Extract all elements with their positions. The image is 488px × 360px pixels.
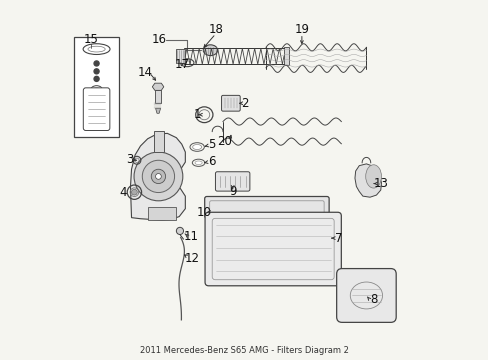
Text: 13: 13 <box>373 177 388 190</box>
Bar <box>155 90 161 103</box>
Ellipse shape <box>203 45 217 55</box>
Text: 4: 4 <box>119 186 127 199</box>
Polygon shape <box>354 164 381 197</box>
Text: 3: 3 <box>126 153 133 166</box>
Text: 7: 7 <box>334 231 342 244</box>
FancyBboxPatch shape <box>336 269 395 322</box>
Circle shape <box>94 61 99 66</box>
Polygon shape <box>155 108 160 113</box>
FancyBboxPatch shape <box>83 88 110 131</box>
Text: 8: 8 <box>369 293 377 306</box>
Circle shape <box>94 69 99 74</box>
Circle shape <box>94 76 99 81</box>
Text: 11: 11 <box>183 230 199 243</box>
Text: 20: 20 <box>217 135 232 148</box>
Text: 14: 14 <box>137 66 152 79</box>
Text: 2011 Mercedes-Benz S65 AMG - Filters Diagram 2: 2011 Mercedes-Benz S65 AMG - Filters Dia… <box>140 346 348 355</box>
Ellipse shape <box>365 165 381 188</box>
Ellipse shape <box>195 161 202 165</box>
Circle shape <box>155 174 161 179</box>
Text: 6: 6 <box>207 155 215 168</box>
FancyBboxPatch shape <box>221 95 240 111</box>
Text: 2: 2 <box>240 97 248 110</box>
FancyBboxPatch shape <box>215 172 249 191</box>
Circle shape <box>176 227 183 234</box>
Text: 17: 17 <box>174 58 189 71</box>
Polygon shape <box>130 134 185 220</box>
Polygon shape <box>152 83 163 90</box>
Bar <box>147 207 176 220</box>
FancyBboxPatch shape <box>204 197 328 218</box>
Text: 16: 16 <box>151 32 166 46</box>
Text: 1: 1 <box>193 108 201 121</box>
Text: 5: 5 <box>207 138 215 150</box>
Bar <box>74 37 119 137</box>
Text: 19: 19 <box>294 23 309 36</box>
Bar <box>284 47 289 65</box>
Circle shape <box>151 169 165 184</box>
Circle shape <box>142 160 174 193</box>
Circle shape <box>131 189 137 195</box>
Text: 10: 10 <box>197 207 211 220</box>
Text: 12: 12 <box>184 252 200 265</box>
Text: 18: 18 <box>208 23 223 36</box>
Text: 9: 9 <box>228 185 236 198</box>
Text: 15: 15 <box>84 32 99 46</box>
Bar <box>176 49 185 63</box>
Bar <box>154 131 164 152</box>
Ellipse shape <box>192 144 201 149</box>
FancyBboxPatch shape <box>204 212 341 286</box>
Circle shape <box>134 152 183 201</box>
